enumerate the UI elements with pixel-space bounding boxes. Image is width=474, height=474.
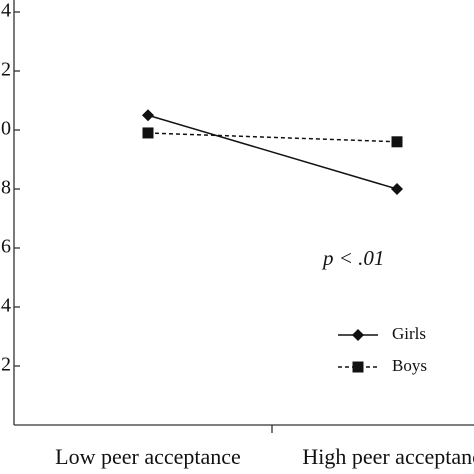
y-tick-label: 1.8 bbox=[0, 177, 11, 199]
point bbox=[391, 183, 403, 195]
x-tick-label: High peer acceptance bbox=[302, 444, 474, 469]
legend-marker bbox=[352, 329, 364, 341]
annotation: p < .01 bbox=[321, 246, 384, 270]
y-tick-label: 1.4 bbox=[0, 295, 11, 317]
series-line bbox=[147, 132, 398, 143]
y-tick-label: 2.0 bbox=[0, 118, 11, 140]
legend-marker bbox=[352, 361, 364, 373]
y-tick-label: 2.4 bbox=[0, 0, 11, 22]
y-tick-label: 1.2 bbox=[0, 354, 11, 376]
series-line bbox=[147, 114, 398, 190]
legend-label: Boys bbox=[392, 356, 427, 375]
y-tick-label: 1.6 bbox=[0, 236, 11, 258]
x-tick-label: Low peer acceptance bbox=[55, 444, 241, 469]
legend-label: Girls bbox=[392, 324, 426, 343]
point bbox=[142, 109, 154, 122]
y-tick-label: 2.2 bbox=[0, 59, 11, 81]
point bbox=[391, 136, 403, 148]
point bbox=[142, 127, 154, 139]
